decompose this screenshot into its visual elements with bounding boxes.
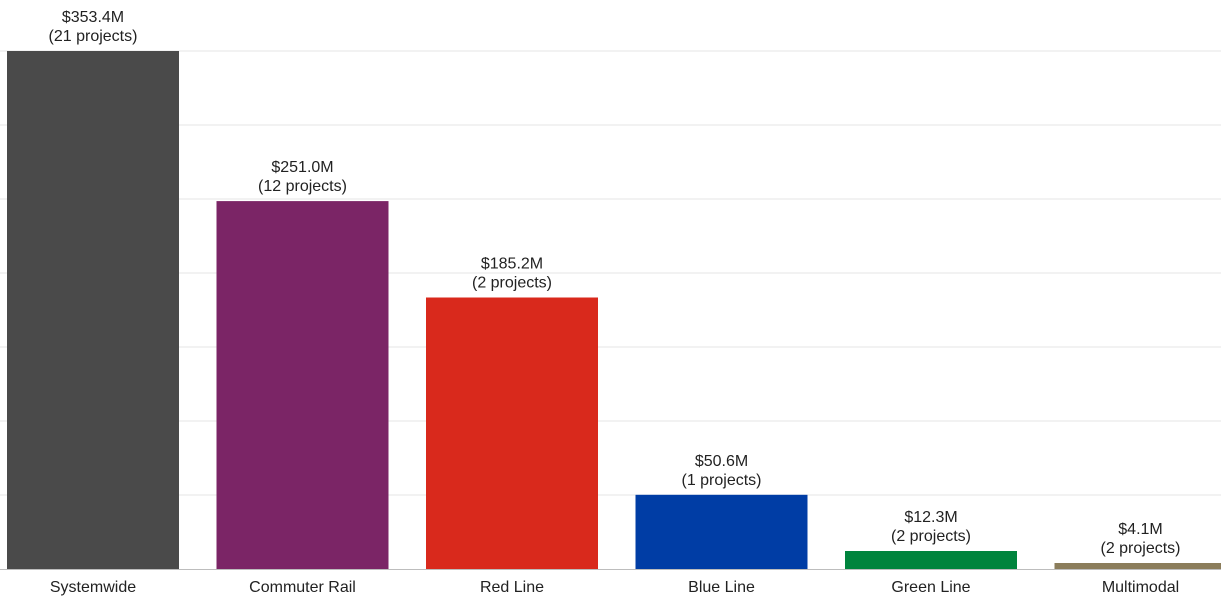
bar-blue-line [635, 494, 808, 569]
bar-commuter-rail [216, 201, 389, 569]
x-tick-label: Green Line [891, 579, 970, 596]
bar-value-label: $50.6M [695, 453, 748, 470]
bars [7, 51, 1221, 569]
bar-value-label: $251.0M [271, 159, 333, 176]
bar-value-label: $185.2M [481, 256, 543, 273]
data-labels: $353.4M (21 projects) $251.0M (12 projects)… [49, 9, 1181, 557]
x-tick-label: Systemwide [50, 579, 136, 596]
bar-count-label: (2 projects) [891, 528, 971, 545]
bar-multimodal [1054, 563, 1221, 569]
bar-count-label: (1 projects) [681, 472, 761, 489]
bar-green-line [845, 551, 1017, 569]
bar-count-label: (21 projects) [49, 28, 138, 45]
bar-systemwide [7, 51, 179, 569]
x-tick-label: Red Line [480, 579, 544, 596]
bar-value-label: $4.1M [1118, 521, 1162, 538]
bar-value-label: $12.3M [904, 509, 957, 526]
bar-value-label: $353.4M [62, 9, 124, 26]
x-tick-label: Multimodal [1102, 579, 1179, 596]
bar-red-line [426, 297, 598, 569]
gridlines [0, 50, 1221, 570]
x-axis-tick-labels: Systemwide Commuter Rail Red Line Blue Line… [50, 579, 1179, 596]
bar-count-label: (2 projects) [472, 275, 552, 292]
bar-count-label: (12 projects) [258, 178, 347, 195]
x-tick-label: Commuter Rail [249, 579, 356, 596]
x-tick-label: Blue Line [688, 579, 755, 596]
bar-count-label: (2 projects) [1100, 540, 1180, 557]
